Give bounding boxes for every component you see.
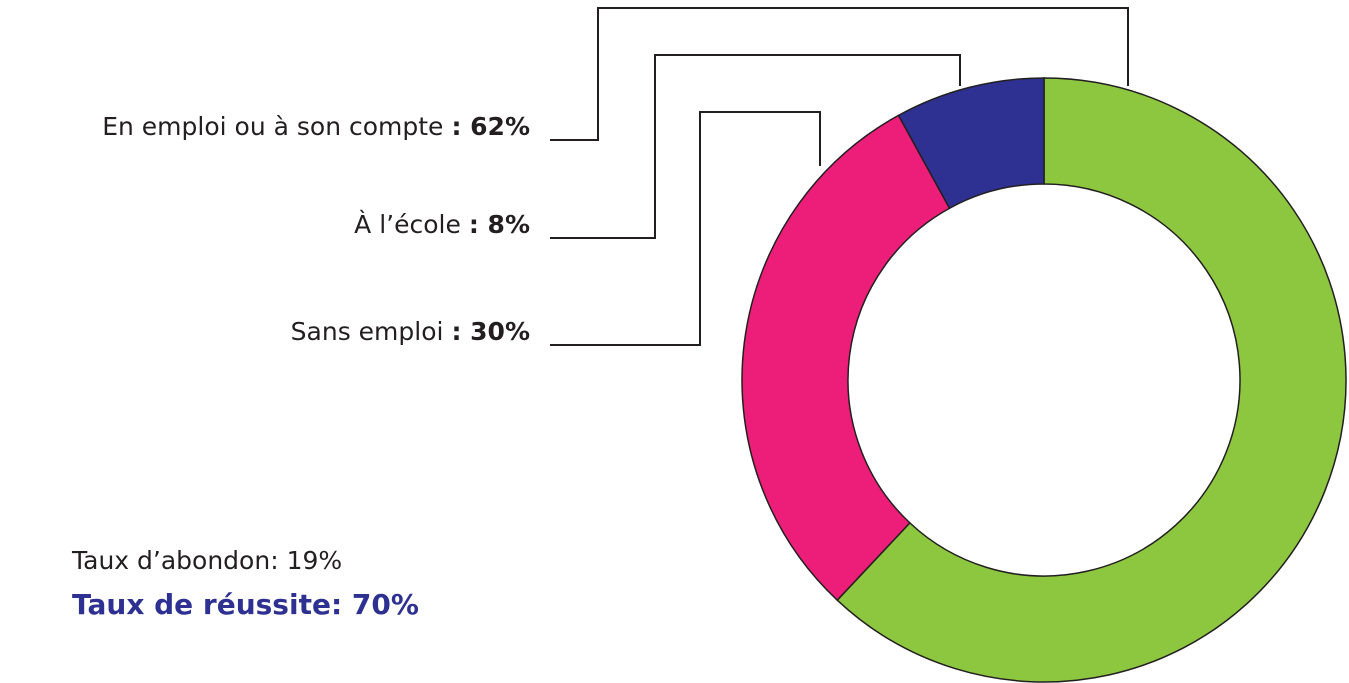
leader-line (550, 7, 1129, 141)
donut-slice (836, 77, 1347, 683)
value-label: : 8% (469, 210, 530, 239)
donut-slice (897, 77, 1045, 210)
category-label: À l’école (354, 210, 461, 239)
annotation: Taux de réussite: 70% (72, 588, 419, 621)
category-label: En emploi ou à son compte (102, 112, 443, 141)
category-label: Sans emploi (291, 317, 444, 346)
donut-slice (741, 114, 951, 602)
leader-line (550, 54, 961, 239)
slice-label: Sans emploi: 30% (291, 317, 530, 346)
value-label: : 30% (451, 317, 530, 346)
leader-line (550, 111, 821, 346)
annotation: Taux d’abondon: 19% (71, 546, 342, 575)
slice-label: En emploi ou à son compte : 62% (102, 112, 530, 141)
slice-label: À l’école : 8% (354, 210, 530, 239)
value-label: : 62% (451, 112, 530, 141)
